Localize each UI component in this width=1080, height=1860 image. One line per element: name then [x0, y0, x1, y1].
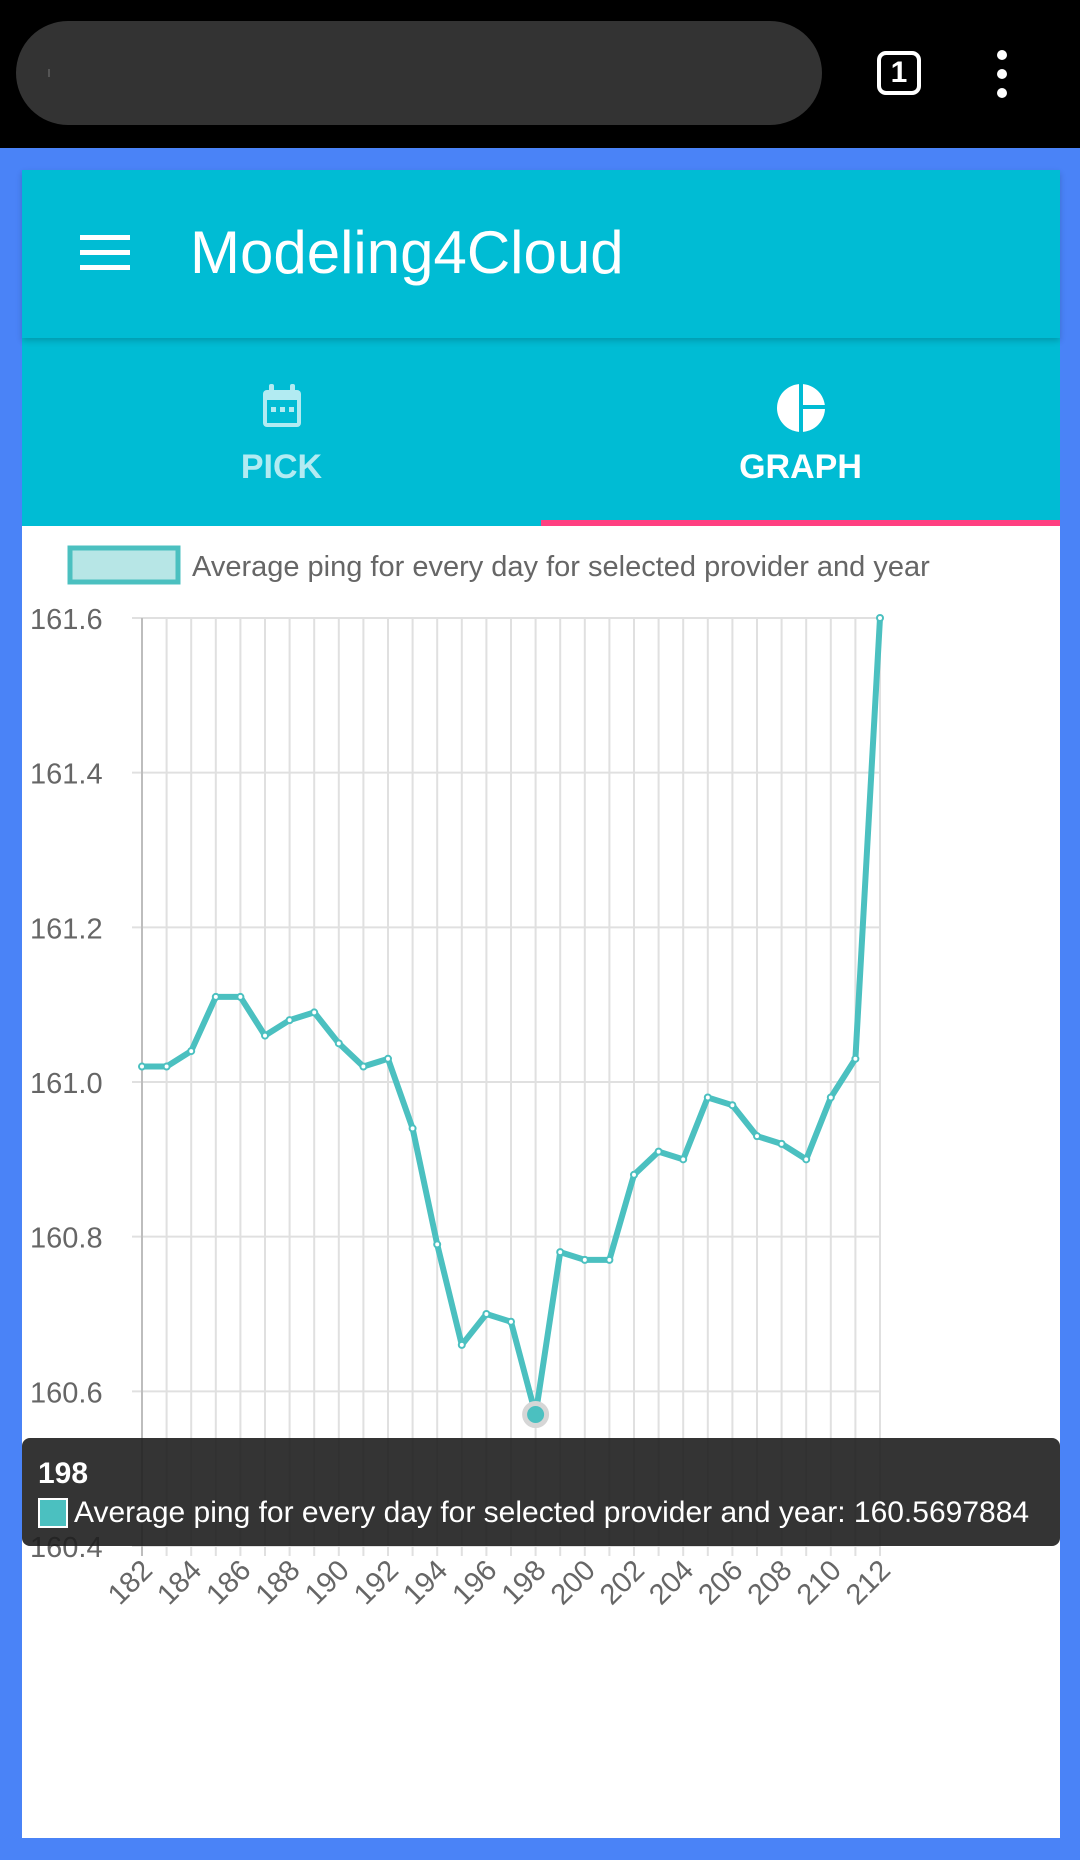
data-point: [851, 1054, 860, 1063]
data-point: [679, 1155, 688, 1164]
legend-swatch: [67, 545, 181, 585]
line-chart: Average ping for every day for selected …: [30, 545, 930, 1611]
chart-tooltip: 198 Average ping for every day for selec…: [22, 1438, 1060, 1546]
data-point: [187, 1047, 196, 1056]
tab-graph[interactable]: GRAPH: [541, 338, 1060, 526]
tooltip-swatch: [38, 1498, 68, 1528]
hamburger-menu-icon[interactable]: [80, 235, 130, 271]
y-tick-label: 160.8: [30, 1223, 103, 1255]
pie-chart-icon: [777, 382, 827, 434]
x-tick-label: 204: [643, 1554, 700, 1611]
tab-pick-label: PICK: [240, 448, 323, 486]
app-title: Modeling4Cloud: [190, 219, 624, 286]
y-tick-label: 161.4: [30, 759, 103, 791]
data-point: [703, 1093, 712, 1102]
more-vert-icon[interactable]: [996, 50, 1008, 98]
data-point: [605, 1255, 614, 1264]
tab-bar: PICK GRAPH: [22, 338, 1060, 526]
x-tick-label: 208: [742, 1554, 799, 1611]
x-tick-label: 206: [693, 1554, 750, 1611]
data-point: [802, 1155, 811, 1164]
data-point: [211, 992, 220, 1001]
y-tick-label: 160.6: [30, 1377, 103, 1409]
tab-indicator: [541, 520, 1060, 526]
data-point: [457, 1340, 466, 1349]
y-tick-label: 161.0: [30, 1068, 103, 1100]
data-point: [433, 1240, 442, 1249]
data-point: [285, 1016, 294, 1025]
url-bar[interactable]: [16, 21, 822, 125]
calendar-icon: [263, 384, 301, 427]
data-point: [236, 992, 245, 1001]
data-point: [334, 1039, 343, 1048]
data-point: [138, 1062, 146, 1071]
data-point: [654, 1147, 663, 1156]
x-tick-label: 200: [545, 1554, 602, 1611]
chart-legend: Average ping for every day for selected …: [67, 545, 930, 585]
x-tick-label: 182: [102, 1554, 159, 1611]
x-tick-label: 184: [151, 1554, 208, 1611]
tooltip-body: Average ping for every day for selected …: [74, 1496, 1030, 1529]
tooltip-title: 198: [38, 1457, 89, 1490]
data-point: [408, 1124, 417, 1133]
legend-label: Average ping for every day for selected …: [192, 551, 930, 583]
data-point: [261, 1031, 269, 1040]
tab-pick[interactable]: PICK: [22, 338, 541, 526]
x-tick-label: 192: [348, 1554, 405, 1611]
app-card: Modeling4Cloud PICK GRAPH: [22, 170, 1060, 1838]
data-point: [482, 1310, 491, 1318]
data-point: [507, 1317, 515, 1326]
x-tick-label: 188: [250, 1554, 307, 1611]
x-tick-label: 190: [299, 1554, 356, 1611]
x-tick-label: 198: [496, 1554, 553, 1611]
data-point: [777, 1139, 786, 1148]
data-point: [826, 1093, 835, 1102]
data-point: [728, 1101, 737, 1110]
y-tick-label: 161.6: [30, 604, 103, 636]
data-point: [310, 1008, 319, 1017]
x-tick-label: 202: [594, 1554, 651, 1611]
tab-switcher-button[interactable]: 1: [877, 51, 921, 95]
x-tick-label: 194: [397, 1554, 454, 1611]
tab-graph-label: GRAPH: [739, 448, 862, 486]
x-tick-label: 186: [201, 1554, 258, 1611]
data-point: [753, 1132, 761, 1141]
data-point: [630, 1170, 638, 1179]
y-tick-label: 161.2: [30, 913, 103, 945]
data-point: [556, 1248, 565, 1257]
data-point: [162, 1062, 171, 1071]
x-tick-label: 210: [791, 1554, 848, 1611]
data-point: [384, 1054, 392, 1063]
browser-toolbar: 1: [0, 0, 1080, 148]
data-point: [876, 614, 884, 622]
active-data-point: [522, 1401, 550, 1429]
x-tick-label: 196: [447, 1554, 504, 1611]
data-point: [580, 1255, 589, 1264]
x-tick-label: 212: [840, 1554, 897, 1611]
url-caret: [48, 69, 50, 77]
app-bar: Modeling4Cloud: [22, 170, 1060, 338]
data-point: [359, 1062, 368, 1071]
